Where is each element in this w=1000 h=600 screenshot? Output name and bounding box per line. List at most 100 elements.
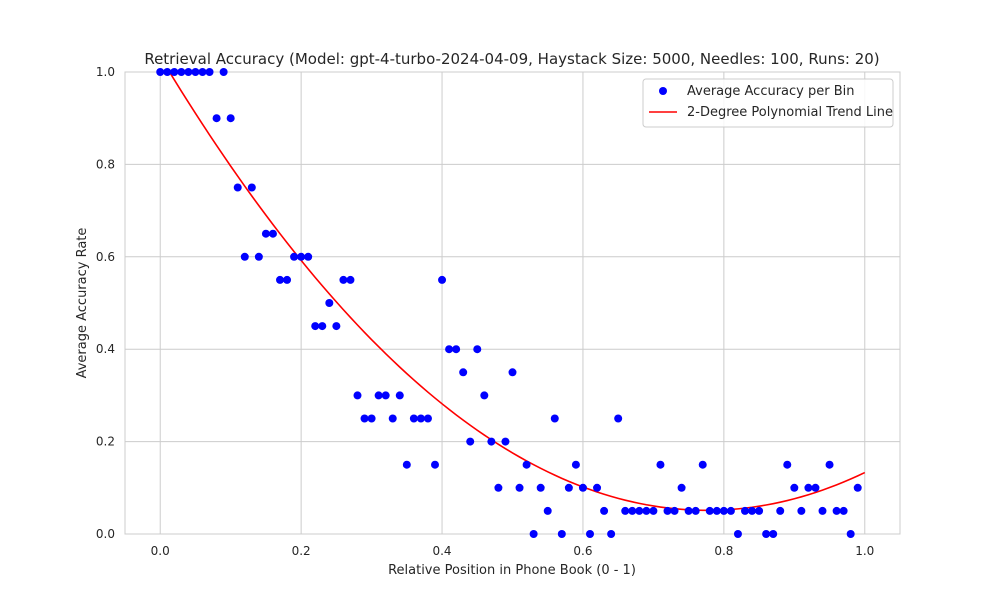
x-tick-label: 0.2 (292, 544, 311, 558)
data-point (508, 368, 517, 377)
scatter-points (156, 68, 862, 538)
data-point (466, 437, 475, 446)
data-point (529, 530, 538, 538)
data-point (240, 252, 249, 261)
data-point (325, 299, 334, 307)
data-point (733, 530, 742, 538)
data-point (536, 483, 545, 492)
data-point (191, 68, 200, 76)
data-point (839, 506, 848, 515)
data-point (726, 506, 735, 515)
data-point (170, 68, 179, 76)
data-point (846, 530, 855, 538)
legend-marker-scatter (659, 87, 667, 95)
data-point (290, 252, 299, 261)
data-point (550, 414, 559, 423)
data-point (416, 414, 425, 423)
legend-label-scatter: Average Accuracy per Bin (687, 84, 855, 99)
data-point (557, 530, 566, 538)
data-point (684, 506, 693, 515)
data-point (473, 345, 482, 354)
x-tick-label: 0.0 (151, 544, 170, 558)
data-point (346, 275, 355, 284)
data-point (311, 322, 320, 331)
data-point (670, 506, 679, 515)
data-point (797, 506, 806, 515)
y-tick-label: 0.2 (96, 435, 115, 449)
data-point (790, 483, 799, 492)
data-point (304, 252, 313, 261)
data-point (755, 506, 764, 515)
legend-label-trend: 2-Degree Polynomial Trend Line (687, 105, 893, 120)
data-point (247, 183, 256, 192)
data-point (339, 275, 348, 284)
data-point (571, 460, 580, 469)
data-point (156, 68, 165, 76)
data-point (367, 414, 376, 423)
data-point (621, 506, 630, 515)
y-tick-labels: 0.0 0.2 0.4 0.6 0.8 1.0 (96, 65, 115, 541)
chart-title: Retrieval Accuracy (Model: gpt-4-turbo-2… (144, 50, 879, 68)
data-point (423, 414, 432, 423)
data-point (438, 275, 447, 284)
x-tick-labels: 0.0 0.2 0.4 0.6 0.8 1.0 (151, 544, 875, 558)
data-point (297, 252, 306, 261)
data-point (360, 414, 369, 423)
plot-frame (124, 71, 901, 535)
data-point (607, 530, 616, 538)
x-tick-label: 0.6 (573, 544, 592, 558)
data-point (353, 391, 362, 400)
data-point (564, 483, 573, 492)
data-point (261, 229, 270, 238)
data-point (853, 483, 862, 492)
data-point (395, 391, 404, 400)
data-point (283, 275, 292, 284)
data-point (205, 68, 214, 76)
data-point (762, 530, 771, 538)
data-point (487, 437, 496, 446)
data-point (522, 460, 531, 469)
data-point (628, 506, 637, 515)
data-point (374, 391, 383, 400)
data-point (254, 252, 263, 261)
data-point (593, 483, 602, 492)
data-point (409, 414, 418, 423)
data-point (318, 322, 327, 331)
y-tick-label: 1.0 (96, 65, 115, 79)
data-point (459, 368, 468, 377)
data-point (748, 506, 757, 515)
data-point (811, 483, 820, 492)
data-point (818, 506, 827, 515)
data-point (656, 460, 665, 469)
data-point (177, 68, 186, 76)
data-point (698, 460, 707, 469)
legend: Average Accuracy per Bin 2-Degree Polyno… (642, 78, 894, 128)
data-point (198, 68, 207, 76)
y-tick-label: 0.8 (96, 157, 115, 171)
data-point (804, 483, 813, 492)
x-tick-label: 0.4 (432, 544, 451, 558)
y-tick-label: 0.0 (96, 527, 115, 541)
plot-area (125, 72, 900, 534)
data-point (501, 437, 510, 446)
data-point (402, 460, 411, 469)
data-point (705, 506, 714, 515)
data-point (783, 460, 792, 469)
data-point (712, 506, 721, 515)
data-point (578, 483, 587, 492)
data-point (163, 68, 172, 76)
data-point (769, 530, 778, 538)
data-point (452, 345, 461, 354)
data-point (515, 483, 524, 492)
data-point (543, 506, 552, 515)
x-tick-label: 0.8 (714, 544, 733, 558)
data-point (635, 506, 644, 515)
data-point (219, 68, 228, 76)
data-point (825, 460, 834, 469)
data-point (649, 506, 658, 515)
data-point (614, 414, 623, 423)
data-point (663, 506, 672, 515)
legend-box (642, 78, 894, 128)
y-axis-label: Average Accuracy Rate (75, 228, 90, 379)
